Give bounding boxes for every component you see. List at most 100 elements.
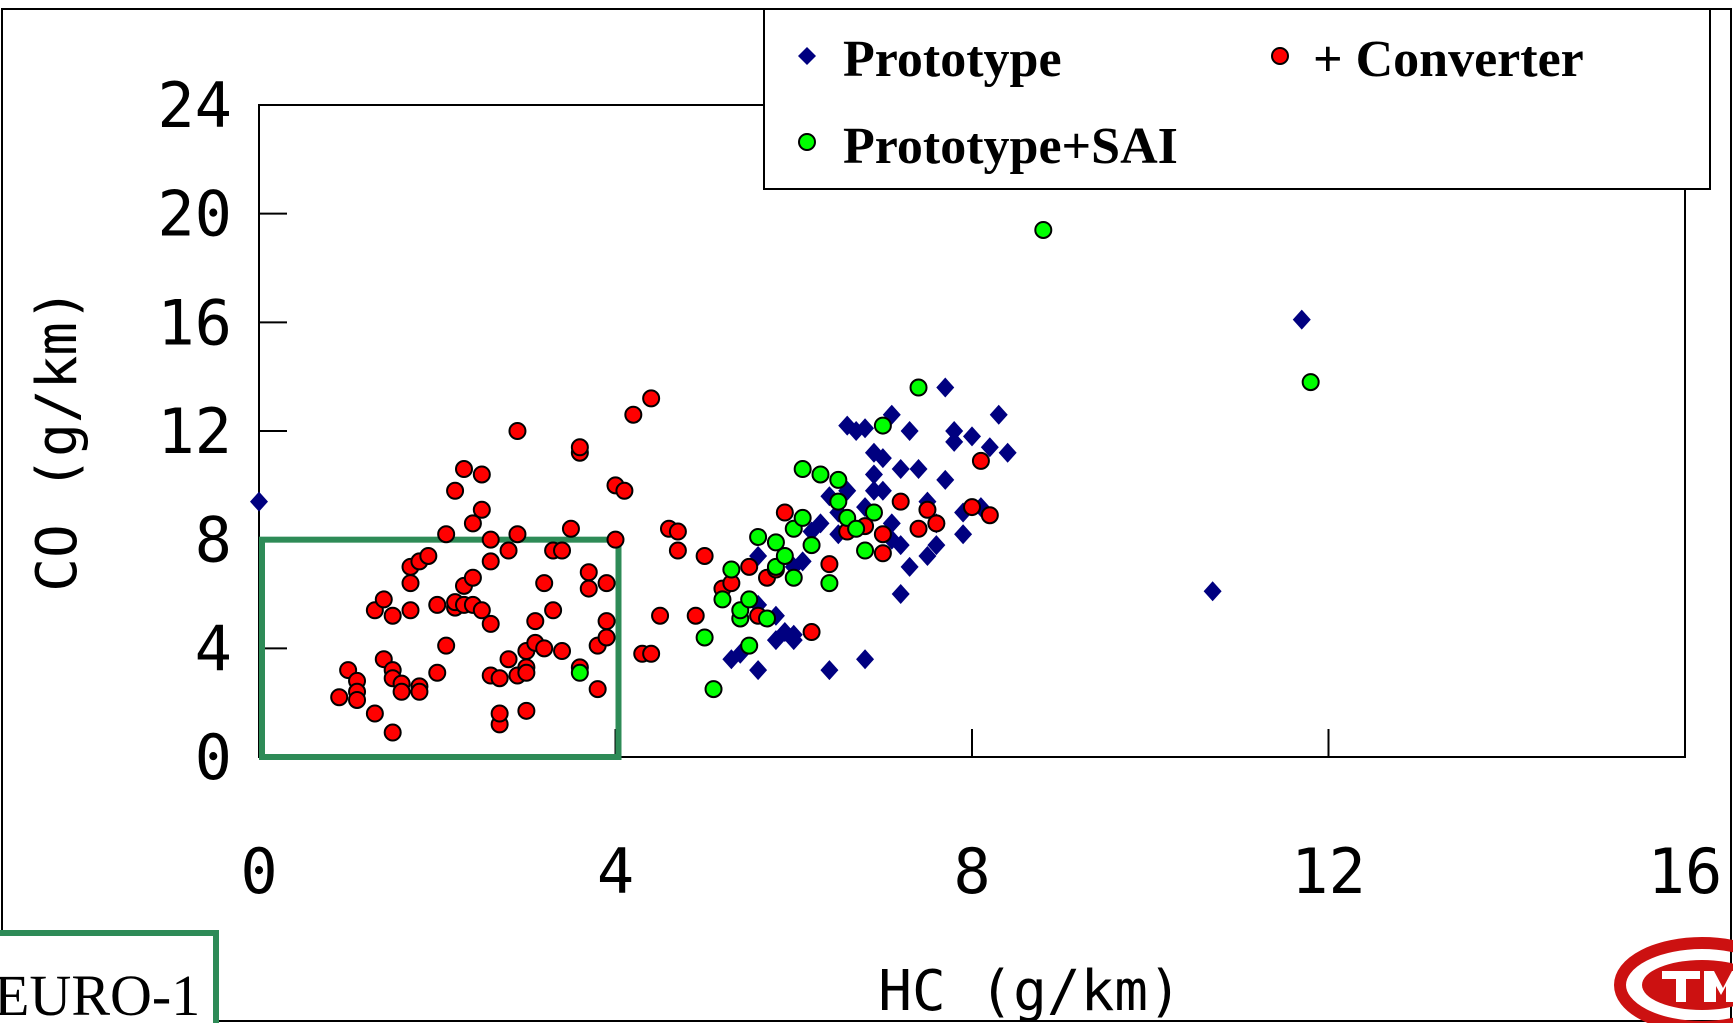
data-point [758, 609, 777, 628]
data-point [463, 568, 482, 587]
legend-sai-marker [798, 133, 816, 151]
x-tick-label: 8 [953, 835, 990, 908]
x-axis-title: HC (g/km) [878, 959, 1181, 1023]
data-point [829, 470, 848, 489]
data-point [945, 431, 964, 452]
data-point [544, 601, 563, 620]
data-point [927, 535, 946, 556]
data-point [508, 525, 527, 544]
data-point [1203, 581, 1222, 602]
legend-prototype-marker [798, 47, 816, 65]
data-point [900, 421, 919, 441]
data-point [535, 574, 554, 593]
euro-1-label-box [0, 930, 219, 1023]
data-point [722, 560, 741, 579]
data-point [499, 650, 518, 669]
data-point [963, 498, 981, 517]
data-point [909, 378, 928, 397]
data-point [410, 682, 429, 701]
data-point [437, 525, 456, 544]
y-tick-label: 24 [157, 69, 232, 142]
data-point [793, 551, 812, 572]
data-point [802, 536, 821, 555]
data-point [570, 663, 589, 682]
data-point [481, 530, 500, 549]
data-point [864, 503, 883, 522]
data-point [365, 704, 384, 723]
data-point [374, 590, 393, 609]
data-point [891, 492, 910, 511]
data-point [606, 530, 625, 549]
data-point [909, 459, 928, 480]
data-point [526, 612, 545, 631]
data-point [740, 557, 759, 576]
data-point [535, 639, 554, 658]
data-point [793, 460, 812, 479]
data-point [989, 404, 1008, 425]
data-point [490, 669, 509, 688]
data-point [909, 519, 928, 538]
data-point [927, 514, 946, 533]
data-point [695, 628, 714, 647]
data-point [856, 418, 875, 439]
data-point [1292, 309, 1311, 330]
data-point [873, 525, 892, 544]
legend-sai-label: Prototype+SAI [843, 118, 1178, 175]
data-point [446, 481, 465, 500]
data-point [829, 492, 848, 511]
data-point [784, 568, 803, 587]
data-point [642, 644, 661, 663]
data-point [517, 701, 536, 720]
data-point [891, 535, 910, 556]
legend-prototype-label: Prototype [843, 31, 1062, 88]
data-point [401, 574, 420, 593]
y-tick-label: 20 [157, 178, 232, 251]
data-point [945, 421, 964, 441]
data-point [472, 500, 491, 519]
euro-1-label-group: EURO-1 [0, 930, 219, 1023]
data-point [766, 533, 785, 552]
data-point [802, 623, 821, 642]
data-point [463, 514, 482, 533]
data-point [936, 469, 955, 490]
data-point [998, 442, 1017, 463]
data-point [749, 527, 768, 546]
data-point [348, 690, 367, 709]
data-point [508, 422, 527, 440]
data-point [963, 426, 981, 447]
data-point [856, 541, 875, 560]
data-point [642, 389, 661, 408]
data-point [900, 556, 919, 577]
data-point [553, 541, 572, 560]
legend-box [763, 8, 1711, 190]
series-layer [250, 220, 1320, 742]
data-point [419, 546, 438, 565]
data-point [668, 522, 687, 541]
data-point [624, 405, 643, 424]
data-point [597, 574, 616, 593]
x-tick-labels: 0 4 8 12 16 [240, 835, 1722, 908]
data-point [428, 595, 447, 614]
data-point [1034, 220, 1053, 239]
data-point [873, 416, 892, 435]
data-point [713, 590, 732, 609]
x-tick-label: 12 [1291, 835, 1366, 908]
series-prototype-sai [570, 220, 1320, 699]
data-point [472, 465, 491, 484]
data-point [454, 460, 473, 479]
data-point [250, 491, 268, 512]
data-point [428, 663, 447, 682]
data-point [330, 688, 349, 707]
data-point [784, 630, 803, 651]
legend-converter-marker [1271, 47, 1289, 65]
y-tick-label: 8 [195, 504, 232, 577]
data-point [740, 590, 759, 609]
data-point [437, 636, 456, 655]
x-tick-label: 0 [240, 835, 277, 908]
data-point [704, 680, 723, 699]
data-point [740, 636, 759, 655]
data-point [481, 552, 500, 571]
data-point [472, 601, 491, 620]
data-point [383, 723, 402, 742]
